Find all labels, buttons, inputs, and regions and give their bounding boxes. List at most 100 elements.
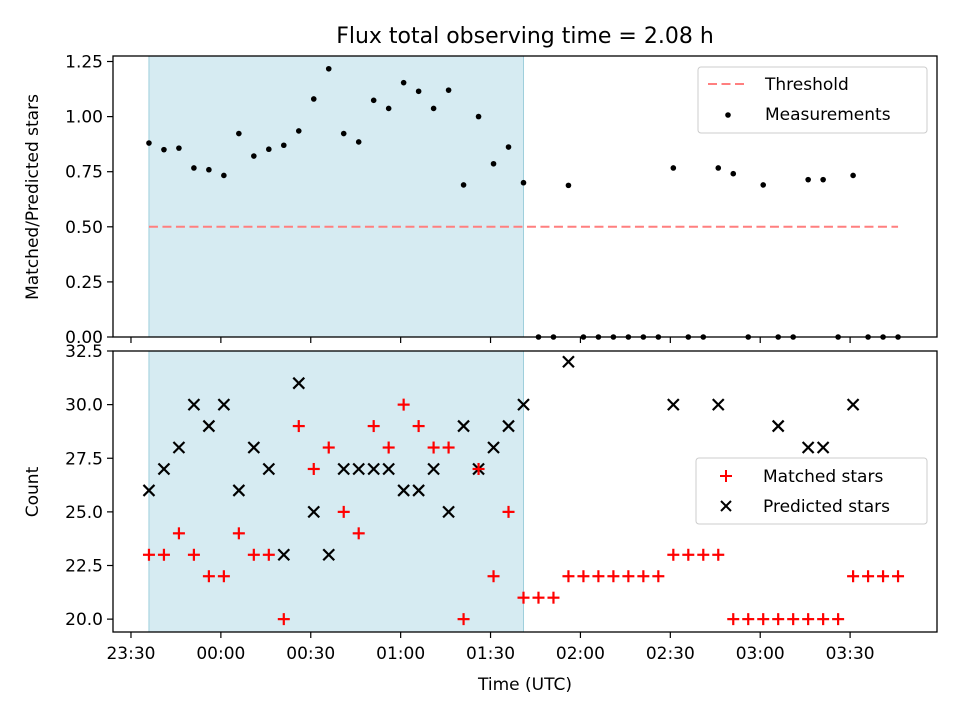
- matched-star-point: [322, 441, 335, 454]
- top-x-ticks: [130, 337, 851, 343]
- top-y-tick-label: 0.50: [65, 218, 103, 238]
- predicted-star-point: [337, 462, 350, 476]
- predicted-star-point: [277, 548, 291, 562]
- predicted-star-point: [517, 398, 530, 411]
- measurement-point: [370, 97, 377, 104]
- matched-star-point: [712, 548, 725, 561]
- top-y-tick-label: 0.25: [65, 273, 103, 293]
- top-legend: Threshold Measurements: [697, 66, 928, 134]
- matched-star-point: [832, 613, 845, 626]
- measurement-point: [266, 146, 272, 153]
- bottom-x-axis: 23:30 00:00 00:30 01:00 01:30 02:00 02:30 03:00…: [106, 632, 875, 664]
- top-shaded-region: [148, 55, 525, 338]
- bottom-y-tick-label: 27.5: [65, 449, 103, 469]
- matched-star-point: [787, 613, 800, 626]
- predicted-star-point: [157, 462, 171, 476]
- measurement-point: [340, 130, 347, 137]
- predicted-star-point: [187, 398, 201, 411]
- top-y-tick-label: 1.00: [65, 108, 103, 128]
- x-tick-label: 00:30: [286, 644, 335, 664]
- predicted-stars-series: [142, 355, 860, 562]
- measurement-point: [191, 165, 197, 171]
- bottom-y-tick-label: 22.5: [65, 557, 103, 577]
- measurement-point: [715, 165, 722, 171]
- matched-star-point: [727, 613, 740, 626]
- matched-star-point: [472, 462, 485, 475]
- predicted-star-point: [562, 355, 575, 369]
- predicted-star-point: [427, 462, 440, 476]
- measurement-point: [251, 153, 257, 159]
- predicted-star-point: [502, 419, 515, 433]
- bottom-y-tick-label: 25.0: [65, 503, 103, 523]
- matched-star-point: [172, 527, 185, 540]
- matched-star-point: [382, 441, 395, 454]
- predicted-star-point: [397, 484, 410, 497]
- legend-predicted-label: Predicted stars: [763, 497, 890, 517]
- predicted-star-point: [247, 441, 261, 454]
- matched-star-point: [307, 462, 320, 475]
- measurement-point: [670, 165, 677, 171]
- bottom-y-tick-label: 20.0: [65, 610, 103, 630]
- matched-star-point: [217, 570, 230, 583]
- matched-star-point: [637, 570, 650, 583]
- predicted-star-point: [322, 548, 336, 562]
- matched-star-point: [862, 570, 875, 583]
- matched-star-point: [607, 570, 620, 583]
- matched-star-point: [622, 570, 635, 583]
- measurement-point: [280, 142, 287, 149]
- measurements-series: [146, 65, 901, 340]
- matched-star-point: [202, 570, 215, 583]
- measurement-point: [475, 113, 482, 120]
- top-plot-frame: [112, 55, 938, 338]
- matched-star-point: [742, 613, 755, 626]
- top-y-tick-label: 1.25: [65, 53, 103, 73]
- chart-title: Flux total observing time = 2.08 h: [336, 24, 714, 49]
- predicted-star-point: [217, 398, 231, 411]
- top-y-axis: 0.00 0.25 0.50 0.75 1.00 1.25: [65, 53, 113, 348]
- legend-measurements-swatch: [725, 112, 731, 118]
- predicted-star-point: [232, 484, 246, 497]
- x-tick-label: 01:00: [376, 644, 425, 664]
- matched-star-point: [187, 548, 200, 561]
- predicted-star-point: [307, 505, 321, 519]
- legend-measurements-label: Measurements: [765, 105, 891, 125]
- bottom-y-tick-label: 30.0: [65, 396, 103, 416]
- x-tick-label: 03:00: [736, 644, 785, 664]
- predicted-star-point: [262, 462, 276, 476]
- legend-matched-swatch: [720, 470, 732, 482]
- matched-star-point: [442, 441, 455, 454]
- predicted-star-point: [352, 462, 365, 476]
- measurement-point: [400, 79, 407, 86]
- measurement-point: [520, 179, 527, 186]
- top-y-tick-label: 0.75: [65, 163, 103, 183]
- measurement-point: [850, 172, 856, 179]
- matched-star-point: [142, 548, 155, 561]
- legend-threshold-label: Threshold: [764, 75, 849, 95]
- measurement-point: [820, 176, 826, 183]
- predicted-star-point: [292, 376, 306, 390]
- measurement-point: [355, 139, 362, 145]
- legend-matched-label: Matched stars: [763, 467, 883, 487]
- bottom-y-axis-label: Count: [23, 466, 43, 517]
- matched-star-point: [247, 548, 260, 561]
- bottom-shaded-region: [148, 350, 525, 633]
- measurement-point: [221, 172, 227, 179]
- measurement-point: [565, 182, 572, 189]
- bottom-legend: Matched stars Predicted stars: [695, 457, 928, 525]
- predicted-star-point: [457, 419, 470, 433]
- matched-star-point: [292, 420, 305, 433]
- predicted-star-point: [442, 505, 455, 519]
- matched-star-point: [847, 570, 860, 583]
- matched-star-point: [682, 548, 695, 561]
- measurement-point: [730, 170, 737, 177]
- predicted-star-point: [771, 419, 785, 433]
- measurement-point: [325, 65, 332, 72]
- matched-star-point: [532, 591, 545, 604]
- measurement-point: [490, 160, 497, 167]
- matched-star-point: [652, 570, 665, 583]
- matched-star-point: [337, 505, 350, 518]
- matched-star-point: [352, 527, 365, 540]
- predicted-star-point: [667, 398, 680, 411]
- bottom-plot-frame: [112, 350, 938, 633]
